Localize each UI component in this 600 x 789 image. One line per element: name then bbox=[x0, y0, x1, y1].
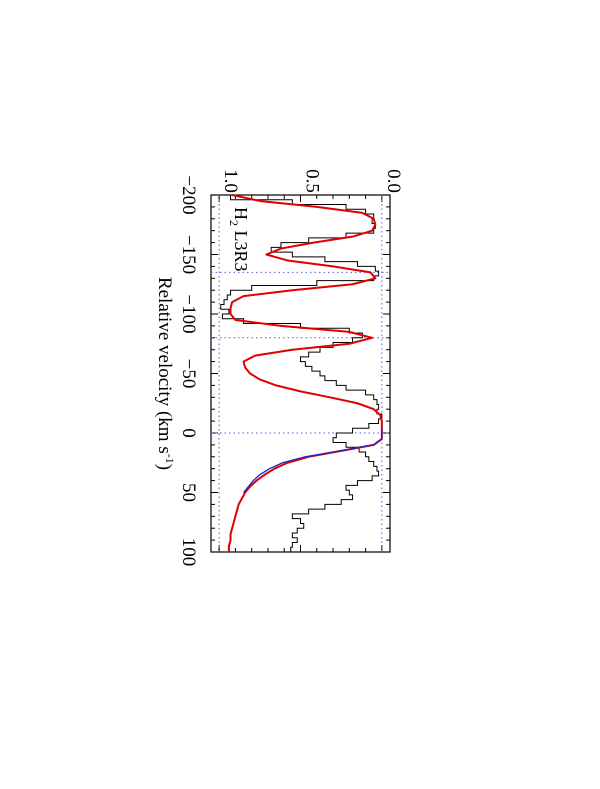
model-component-line bbox=[243, 428, 383, 493]
x-axis-title-superscript: -1 bbox=[163, 454, 177, 464]
panel-label-rest: L3R3 bbox=[231, 226, 251, 272]
x-tick-label: 100 bbox=[178, 538, 199, 567]
data-histogram bbox=[220, 195, 383, 553]
y-tick-label: 0.0 bbox=[383, 169, 404, 193]
x-tick-label: 0 bbox=[178, 428, 199, 438]
x-tick-label: −200 bbox=[178, 175, 199, 214]
x-tick-label: −150 bbox=[178, 235, 199, 274]
x-tick-label: −100 bbox=[178, 294, 199, 333]
model-total-line bbox=[227, 194, 383, 552]
chart-series bbox=[220, 194, 383, 553]
axes bbox=[210, 194, 391, 553]
panel-label: H2 L3R3 bbox=[227, 207, 251, 272]
x-tick-label: 50 bbox=[178, 483, 199, 502]
y-tick-label: 1.0 bbox=[220, 169, 241, 193]
x-axis-title-end: ) bbox=[154, 464, 175, 470]
panel-label-subscript: 2 bbox=[227, 220, 241, 226]
panel-label-main: H bbox=[231, 207, 251, 220]
x-axis-title-main: Relative velocity (km s bbox=[154, 277, 175, 454]
x-axis-title: Relative velocity (km s-1) bbox=[154, 277, 177, 470]
x-tick-label: −50 bbox=[178, 359, 199, 389]
y-tick-label: 0.5 bbox=[302, 169, 323, 193]
chart-labels: −200 −150 −100 −50 0 50 100 0.0 0.5 1.0 Relative v… bbox=[154, 169, 404, 566]
